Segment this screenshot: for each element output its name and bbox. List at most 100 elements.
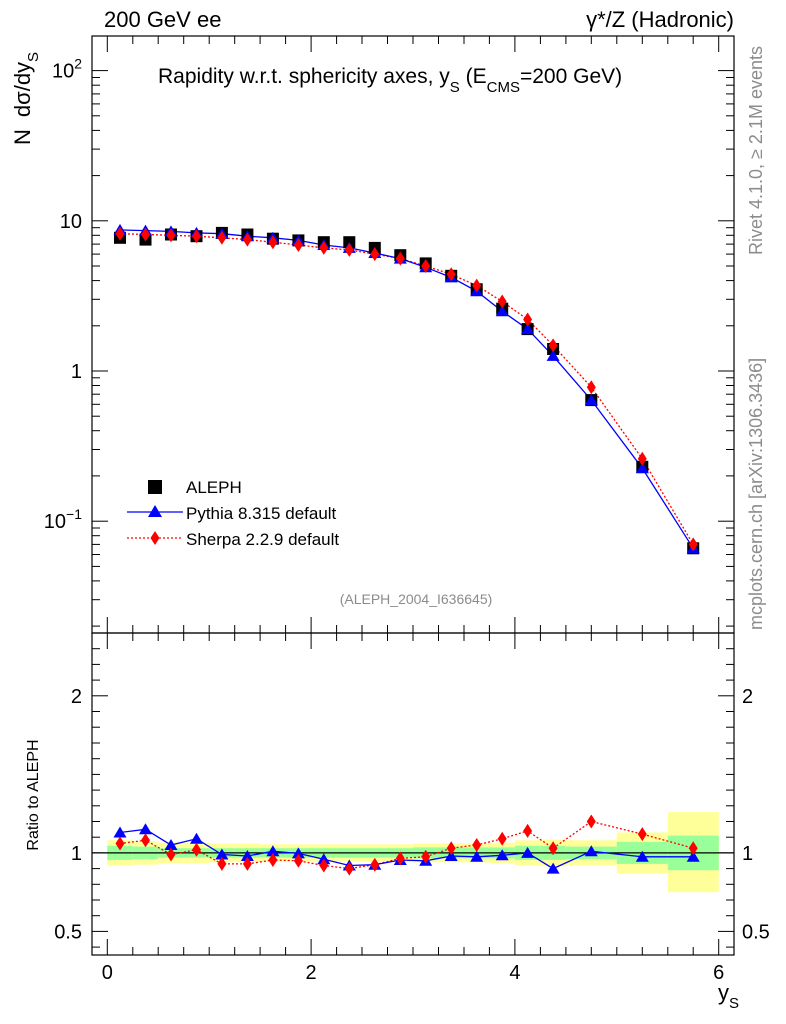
pythia-point xyxy=(635,462,649,474)
x-axis-label-main: y xyxy=(718,980,729,1005)
ratio-sherpa-point xyxy=(688,841,698,856)
legend-aleph-marker xyxy=(148,480,162,494)
ratio-pythia-point xyxy=(546,862,560,874)
sherpa-point xyxy=(586,380,596,395)
ratio-ytick-label-left: 0.5 xyxy=(54,921,82,943)
ratio-ytick-label-left: 2 xyxy=(71,686,82,708)
analysis-watermark: (ALEPH_2004_I636645) xyxy=(340,591,493,607)
ratio-ytick-label-left: 1 xyxy=(71,843,82,865)
legend: ALEPH Pythia 8.315 default Sherpa 2.2.9 … xyxy=(127,478,339,549)
sherpa-point xyxy=(115,226,125,241)
header-right: γ*/Z (Hadronic) xyxy=(586,7,734,32)
chart-title-open: (E xyxy=(460,65,487,88)
x-axis-label-sub: S xyxy=(729,995,739,1012)
ratio-ytick-label-right: 0.5 xyxy=(742,921,770,943)
ratio-pythia-point xyxy=(444,850,458,861)
ratio-pythia-point xyxy=(470,850,484,862)
sherpa-point xyxy=(344,242,354,257)
ratio-sherpa-point xyxy=(637,827,647,842)
main-ylabel: Ndσ/dyS xyxy=(10,52,42,145)
ratio-sherpa-point xyxy=(217,856,227,871)
sherpa-point xyxy=(319,240,329,255)
main-ylabel-main: dσ/dy xyxy=(10,62,35,117)
ratio-sherpa-point xyxy=(242,856,252,871)
chart-title-close: =200 GeV) xyxy=(520,65,622,88)
sherpa-point xyxy=(141,227,150,242)
sherpa-point xyxy=(421,259,431,273)
main-series xyxy=(113,223,700,555)
ratio-pythia-point xyxy=(215,848,229,860)
sherpa-point xyxy=(472,278,482,293)
ratio-sherpa-line xyxy=(119,820,694,870)
x-tick-label: 2 xyxy=(306,962,317,984)
main-ytick-label: 1 xyxy=(71,361,82,383)
main-ylabel-n: N xyxy=(10,129,35,145)
ratio-pythia-point xyxy=(164,839,178,850)
ratio-pythia-point xyxy=(113,826,127,838)
x-tick-label: 4 xyxy=(509,962,520,984)
main-ylabel-sub: S xyxy=(25,52,42,62)
legend-aleph-label: ALEPH xyxy=(186,478,242,497)
x-axis-label: yS xyxy=(718,980,739,1012)
ratio-sherpa-point xyxy=(192,842,201,857)
sherpa-point xyxy=(166,228,176,243)
ratio-series xyxy=(113,814,700,876)
ratio-sherpa-point xyxy=(344,861,354,876)
ratio-sherpa-point xyxy=(293,853,303,868)
ratio-sherpa-point xyxy=(548,841,558,856)
sherpa-point xyxy=(523,312,533,327)
x-tick-label: 6 xyxy=(713,962,724,984)
ratio-ytick-label-right: 1 xyxy=(742,843,753,865)
chart-title-sub-s: S xyxy=(450,79,460,96)
ratio-sherpa-point xyxy=(472,838,482,852)
main-ytick-label: 10−1 xyxy=(44,506,82,533)
sherpa-point xyxy=(370,247,380,262)
ratio-sherpa-point xyxy=(319,858,329,873)
ratio-sherpa-point xyxy=(421,849,431,864)
ratio-sherpa-point xyxy=(268,853,278,867)
ratio-sherpa-point xyxy=(115,836,125,851)
ratio-pythia-point xyxy=(291,847,305,859)
ratio-pythia-point xyxy=(495,849,509,861)
chart-title-main: Rapidity w.r.t. sphericity axes, y xyxy=(158,65,450,88)
pythia-line xyxy=(119,229,694,549)
sherpa-point xyxy=(242,232,252,247)
ratio-ytick-label-right: 2 xyxy=(742,686,753,708)
pythia-point xyxy=(521,323,535,335)
pythia-point xyxy=(495,305,509,317)
ratio-pythia-point xyxy=(190,832,203,844)
main-ytick-label: 10 xyxy=(60,211,82,233)
ratio-sherpa-point xyxy=(446,841,456,856)
ratio-pythia-point xyxy=(139,823,152,835)
ratio-ylabel: Ratio to ALEPH xyxy=(25,739,42,850)
x-tick-label: 0 xyxy=(102,962,113,984)
pythia-point xyxy=(584,394,598,406)
ratio-pythia-point xyxy=(584,845,598,857)
ratio-pythia-point xyxy=(266,845,280,857)
legend-pythia-marker xyxy=(148,505,162,517)
ratio-sherpa-point xyxy=(166,847,176,862)
sherpa-point xyxy=(688,537,698,552)
ratio-sherpa-point xyxy=(586,814,596,829)
main-axes: 102 10 1 10−1 xyxy=(44,36,734,633)
sherpa-point xyxy=(446,267,456,282)
sherpa-point xyxy=(497,294,507,309)
legend-pythia-label: Pythia 8.315 default xyxy=(186,504,337,523)
ratio-sherpa-point xyxy=(497,831,507,846)
mcplots-side-label: mcplots.cern.ch [arXiv:1306.3436] xyxy=(746,358,766,630)
ratio-panel-frame xyxy=(91,632,735,956)
pythia-point xyxy=(546,349,560,361)
legend-sherpa-marker xyxy=(150,531,160,545)
sherpa-point xyxy=(293,238,303,252)
sherpa-point xyxy=(268,235,278,250)
ratio-pythia-point xyxy=(686,850,700,862)
chart-title-sub-cms: CMS xyxy=(487,79,520,96)
ratio-sherpa-point xyxy=(141,833,150,848)
ratio-sherpa-point xyxy=(523,823,533,838)
ratio-axes: 2 2 1 1 0.5 0.5 0 2 4 6 xyxy=(54,633,770,984)
sherpa-line xyxy=(119,233,694,545)
sherpa-point xyxy=(395,251,405,266)
header-left: 200 GeV ee xyxy=(104,7,221,32)
sherpa-point xyxy=(548,338,558,353)
